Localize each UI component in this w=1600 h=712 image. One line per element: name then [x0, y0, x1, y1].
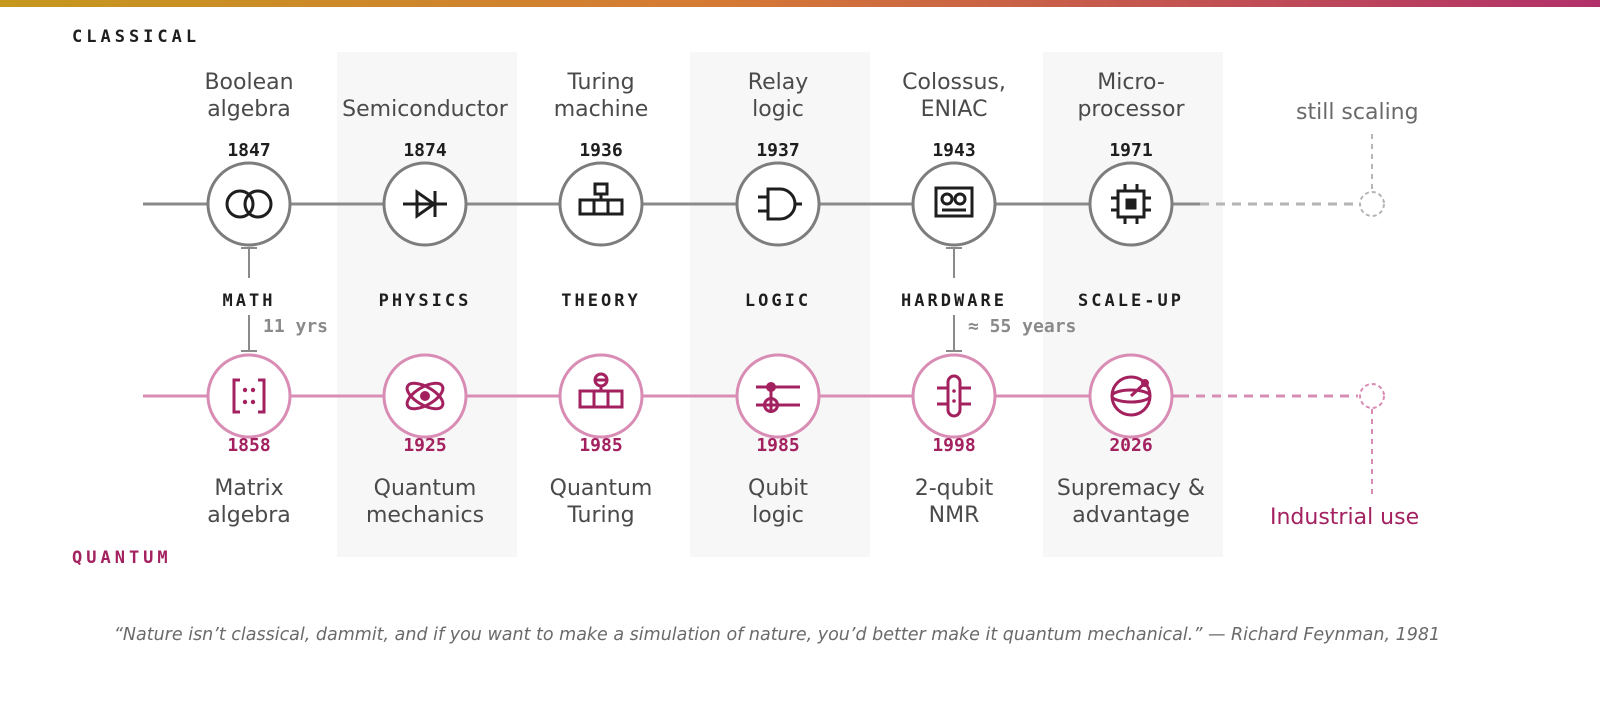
quantum-year-scaleup: 2026 — [1109, 435, 1153, 456]
classical-year-theory: 1936 — [579, 140, 623, 161]
atom-icon — [405, 381, 445, 411]
classical-future-label: still scaling — [1296, 100, 1419, 125]
quantum-node-math — [206, 353, 292, 439]
quantum-year-theory: 1985 — [579, 435, 623, 456]
quantum-section-label: QUANTUM — [72, 548, 172, 568]
category-math: MATH — [222, 291, 276, 311]
classical-node-hardware — [911, 161, 997, 247]
classical-year-math: 1847 — [227, 140, 271, 161]
gradient-top-bar — [0, 0, 1600, 7]
interlocking-rings-icon — [225, 189, 273, 219]
category-theory: THEORY — [561, 291, 641, 311]
quantum-node-hardware — [911, 353, 997, 439]
matrix-brackets-icon — [232, 378, 266, 414]
quantum-turing-icon — [578, 372, 624, 409]
bloch-sphere-icon — [1110, 375, 1152, 417]
category-scaleup: SCALE-UP — [1078, 291, 1184, 311]
classical-year-logic: 1937 — [756, 140, 800, 161]
math-gap-connector — [241, 247, 257, 352]
classical-node-math — [206, 161, 292, 247]
quantum-year-logic: 1985 — [756, 435, 800, 456]
classical-node-logic — [735, 161, 821, 247]
classical-year-hardware: 1943 — [932, 140, 976, 161]
category-hardware: HARDWARE — [901, 291, 1007, 311]
nmr-tube-icon — [937, 374, 971, 418]
column-band-scaleup — [1043, 52, 1223, 557]
quantum-label-scaleup: Supremacy & advantage — [1056, 476, 1206, 528]
category-logic: LOGIC — [744, 291, 812, 311]
quantum-year-hardware: 1998 — [932, 435, 976, 456]
quantum-year-math: 1858 — [227, 435, 271, 456]
classical-label-math: Boolean algebra — [204, 70, 294, 122]
quantum-label-logic: Qubit logic — [748, 476, 808, 528]
quantum-label-hardware: 2-qubit NMR — [914, 476, 994, 528]
quantum-label-physics: Quantum mechanics — [365, 476, 485, 528]
classical-label-theory: Turing machine — [553, 70, 649, 122]
classical-label-scaleup: Micro-processor — [1077, 70, 1185, 122]
classical-section-label: CLASSICAL — [72, 27, 201, 47]
computer-panel-icon — [934, 186, 974, 218]
category-physics: PHYSICS — [378, 291, 472, 311]
classical-label-physics: Semiconductor — [342, 97, 508, 122]
quantum-future-label: Industrial use — [1270, 505, 1420, 530]
classical-future-marker — [1359, 191, 1385, 217]
quantum-node-logic — [735, 353, 821, 439]
quantum-year-physics: 1925 — [403, 435, 447, 456]
microchip-icon — [1111, 184, 1151, 224]
quantum-node-theory — [558, 353, 644, 439]
classical-year-scaleup: 1971 — [1109, 140, 1153, 161]
quantum-label-theory: Quantum Turing — [549, 476, 653, 528]
quantum-label-math: Matrix algebra — [207, 476, 291, 528]
feynman-quote: “Nature isn’t classical, dammit, and if … — [113, 625, 1441, 645]
turing-tape-icon — [578, 182, 624, 216]
math-gap-label: 11 yrs — [263, 316, 329, 337]
classical-label-logic: Relay logic — [747, 70, 809, 122]
classical-node-theory — [558, 161, 644, 247]
and-gate-icon — [758, 187, 802, 221]
hardware-gap-connector — [946, 247, 962, 352]
classical-year-physics: 1874 — [403, 140, 447, 161]
diode-icon — [403, 189, 447, 219]
quantum-future-marker — [1359, 383, 1385, 409]
column-band-logic — [690, 52, 870, 557]
cnot-gate-icon — [756, 382, 800, 413]
column-band-physics — [337, 52, 517, 557]
classical-label-hardware: Colossus, ENIAC — [902, 70, 1006, 122]
hardware-gap-label: ≈ 55 years — [968, 316, 1077, 337]
